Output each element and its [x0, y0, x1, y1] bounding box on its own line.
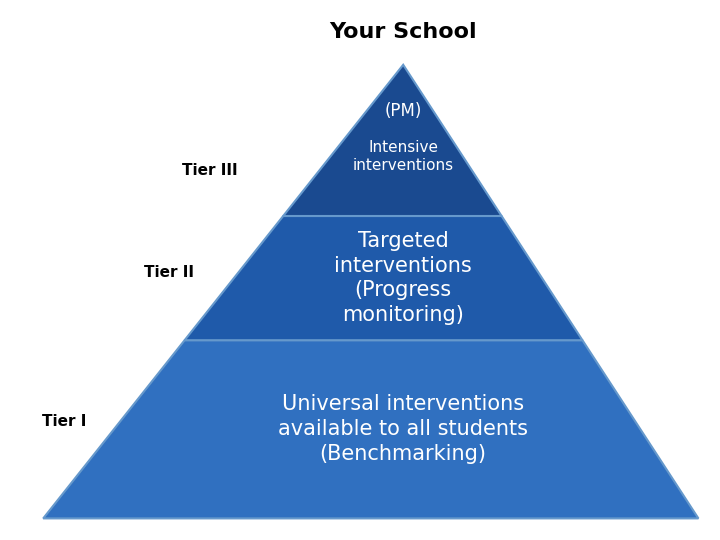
- Polygon shape: [283, 65, 502, 216]
- Text: Targeted
interventions
(Progress
monitoring): Targeted interventions (Progress monitor…: [334, 231, 472, 325]
- Text: Tier I: Tier I: [42, 414, 86, 429]
- Text: Tier II: Tier II: [145, 265, 194, 280]
- Polygon shape: [43, 340, 698, 518]
- Text: (PM): (PM): [384, 102, 422, 120]
- Text: Your School: Your School: [329, 22, 477, 42]
- Text: Tier III: Tier III: [182, 163, 238, 178]
- Polygon shape: [184, 216, 582, 340]
- Text: Universal interventions
available to all students
(Benchmarking): Universal interventions available to all…: [278, 395, 528, 464]
- Text: Intensive
interventions: Intensive interventions: [353, 140, 454, 173]
